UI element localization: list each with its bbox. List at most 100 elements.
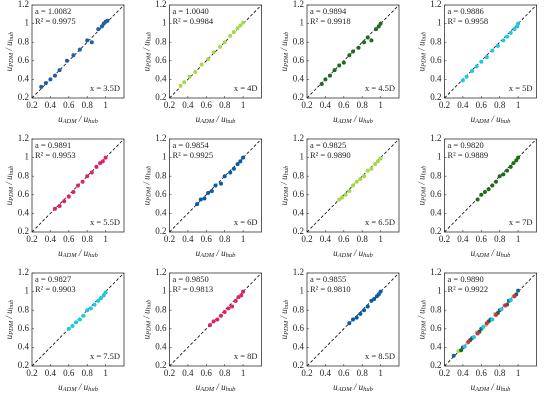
r2-label: R² = 0.9918 — [310, 16, 351, 26]
y-tick-label: 1 — [162, 152, 167, 162]
slope-label: a = 0.9850 — [173, 274, 209, 284]
x-tick-label: 0.2 — [301, 234, 312, 244]
x-tick-label: 0.8 — [357, 100, 369, 110]
position-label: x = 6.5D — [365, 217, 395, 227]
y-tick-label: 0.8 — [293, 170, 305, 180]
data-point — [231, 166, 236, 171]
plot-frame — [444, 272, 537, 367]
label-subscript: hub — [226, 252, 237, 259]
label-part: u — [471, 382, 476, 392]
y-tick-label: 1 — [162, 18, 167, 28]
data-point — [81, 313, 86, 318]
y-tick-label: 1.2 — [430, 133, 441, 143]
data-point — [219, 181, 224, 186]
x-axis-label: uADM / uhub — [471, 248, 512, 259]
x-tick-label: 1 — [516, 234, 521, 244]
data-point — [516, 288, 521, 293]
data-point — [481, 324, 486, 329]
label-subscript: hub — [421, 299, 428, 310]
data-point — [459, 348, 464, 353]
plot-frame — [306, 4, 400, 99]
data-point — [369, 166, 374, 171]
x-tick-label: 0.6 — [63, 368, 75, 378]
r2-label: R² = 0.9958 — [448, 16, 489, 26]
label-subscript: ADM — [474, 252, 490, 259]
y-tick-label: 0.2 — [18, 226, 29, 236]
data-point — [369, 38, 374, 43]
position-label: x = 6D — [234, 217, 258, 227]
label-part: u — [417, 200, 427, 205]
y-tick-label: 0.4 — [18, 207, 30, 217]
y-tick-label: 0.4 — [293, 73, 305, 83]
data-point — [358, 176, 363, 181]
data-point — [347, 321, 352, 326]
x-tick-label: 0.8 — [357, 234, 369, 244]
data-point — [218, 44, 223, 49]
x-tick-label: 0.8 — [494, 368, 506, 378]
label-part: / u — [214, 248, 226, 258]
data-point — [512, 27, 517, 32]
label-subscript: hub — [283, 165, 290, 176]
label-subscript: hub — [8, 299, 15, 310]
y-tick-label: 0.2 — [430, 360, 441, 370]
label-part: u — [142, 334, 152, 339]
data-point — [490, 183, 495, 188]
data-point — [103, 290, 108, 295]
label-subscript: hub — [421, 165, 428, 176]
y-tick-label: 0.4 — [155, 207, 167, 217]
data-point — [490, 48, 495, 53]
y-axis-label: uPDM / uhub — [142, 31, 153, 72]
y-axis-label: uPDM / uhub — [417, 165, 428, 206]
slope-label: a = 0.9891 — [35, 140, 71, 150]
label-subscript: hub — [363, 118, 374, 125]
r2-label: R² = 0.9813 — [173, 284, 214, 294]
y-axis-label: uPDM / uhub — [4, 31, 15, 72]
y-tick-label: 0.8 — [430, 36, 442, 46]
label-subscript: hub — [8, 165, 15, 176]
label-subscript: hub — [88, 386, 99, 393]
y-tick-label: 1.2 — [155, 133, 166, 143]
label-subscript: ADM — [199, 252, 215, 259]
y-axis-label: uPDM / uhub — [279, 165, 290, 206]
data-point — [497, 174, 502, 179]
x-tick-label: 0.6 — [476, 234, 488, 244]
data-point — [328, 73, 332, 78]
data-point — [365, 304, 370, 309]
position-label: x = 4.5D — [365, 83, 395, 93]
plot-frame — [169, 138, 262, 233]
data-point — [484, 55, 489, 60]
y-tick-label: 0.4 — [293, 207, 305, 217]
y-tick-label: 1.2 — [18, 267, 29, 277]
x-axis-label: uADM / uhub — [333, 114, 374, 125]
position-label: x = 5.5D — [90, 217, 120, 227]
y-tick-label: 1 — [437, 152, 442, 162]
label-part: / u — [489, 114, 501, 124]
r2-label: R² = 0.9925 — [173, 150, 214, 160]
data-point — [365, 35, 370, 40]
plot-frame — [31, 4, 125, 99]
x-tick-label: 0.2 — [439, 234, 450, 244]
slope-label: a = 0.9890 — [448, 274, 484, 284]
data-point — [474, 64, 479, 69]
data-point — [354, 315, 359, 320]
data-point — [206, 56, 211, 61]
data-point — [233, 298, 238, 303]
data-point — [66, 194, 71, 199]
data-point — [351, 317, 355, 322]
x-tick-label: 0.8 — [82, 100, 94, 110]
label-subscript: hub — [363, 252, 374, 259]
x-tick-label: 1 — [103, 368, 108, 378]
label-part: u — [58, 382, 63, 392]
data-point — [495, 43, 500, 48]
slope-label: a = 0.9820 — [448, 140, 484, 150]
x-tick-label: 0.2 — [301, 100, 312, 110]
y-tick-label: 1 — [25, 18, 30, 28]
x-tick-label: 0.8 — [219, 100, 231, 110]
data-point — [239, 293, 244, 298]
label-subscript: PDM — [421, 186, 428, 202]
data-point — [375, 159, 380, 164]
label-subscript: ADM — [62, 386, 78, 393]
x-tick-label: 0.2 — [164, 368, 175, 378]
y-tick-label: 0.8 — [293, 36, 305, 46]
x-tick-label: 0.4 — [457, 100, 469, 110]
